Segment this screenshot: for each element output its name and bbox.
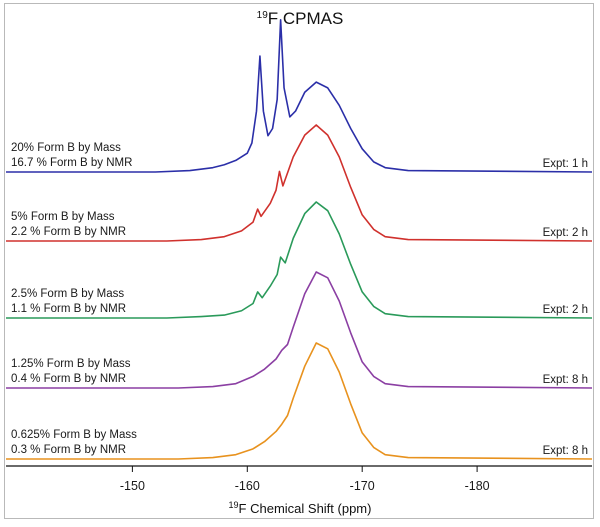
- series-mass-label: 20% Form B by Mass: [11, 142, 121, 154]
- series-expt-label: Expt: 8 h: [543, 445, 588, 457]
- x-axis-label: 19F Chemical Shift (ppm): [229, 500, 372, 516]
- series-nmr-label: 0.4 % Form B by NMR: [11, 373, 126, 385]
- chart-frame: [4, 3, 594, 519]
- series-mass-label: 0.625% Form B by Mass: [11, 429, 137, 441]
- series-nmr-label: 0.3 % Form B by NMR: [11, 444, 126, 456]
- spectrum-line-2: [6, 124, 593, 242]
- x-tick-label: -180: [465, 479, 490, 493]
- series-expt-label: Expt: 8 h: [543, 374, 588, 386]
- series-mass-label: 2.5% Form B by Mass: [11, 288, 124, 300]
- xlabel-main: F Chemical Shift (ppm): [239, 501, 372, 516]
- x-axis-ticks: -150 -160 -170 -180: [120, 466, 490, 493]
- title-main: F CPMAS: [268, 9, 344, 28]
- x-tick-label: -160: [235, 479, 260, 493]
- series-nmr-label: 2.2 % Form B by NMR: [11, 226, 126, 238]
- series-expt-label: Expt: 1 h: [543, 158, 588, 170]
- title-superscript: 19: [257, 10, 269, 21]
- spectrum-line-3: [6, 201, 593, 319]
- spectra-series: [6, 18, 593, 460]
- series-expt-label: Expt: 2 h: [543, 304, 588, 316]
- series-nmr-label: 16.7 % Form B by NMR: [11, 157, 132, 169]
- x-tick-label: -170: [350, 479, 375, 493]
- spectrum-line-4: [6, 271, 593, 389]
- series-mass-label: 1.25% Form B by Mass: [11, 358, 131, 370]
- series-nmr-label: 1.1 % Form B by NMR: [11, 303, 126, 315]
- chart-title: 19F CPMAS: [257, 9, 344, 28]
- xlabel-superscript: 19: [229, 500, 239, 510]
- x-tick-label: -150: [120, 479, 145, 493]
- spectrum-line-5: [6, 342, 593, 460]
- spectrum-line-1: [6, 18, 593, 173]
- spectra-labels: 20% Form B by Mass 16.7 % Form B by NMR Ex…: [11, 142, 588, 457]
- series-mass-label: 5% Form B by Mass: [11, 211, 115, 223]
- series-expt-label: Expt: 2 h: [543, 227, 588, 239]
